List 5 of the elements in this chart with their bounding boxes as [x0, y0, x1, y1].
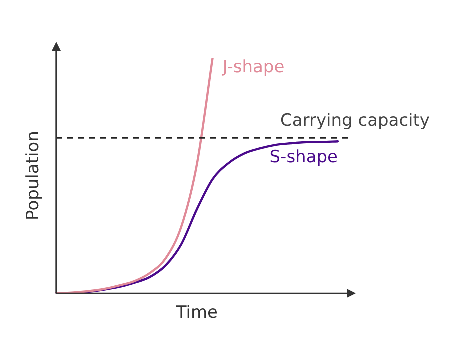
series-label: S-shape: [270, 148, 338, 168]
ref-line-label: Carrying capacity: [280, 111, 430, 132]
series-label: J-shape: [222, 57, 285, 78]
y-axis-title: Population: [24, 131, 44, 220]
x-axis-title: Time: [175, 303, 218, 324]
